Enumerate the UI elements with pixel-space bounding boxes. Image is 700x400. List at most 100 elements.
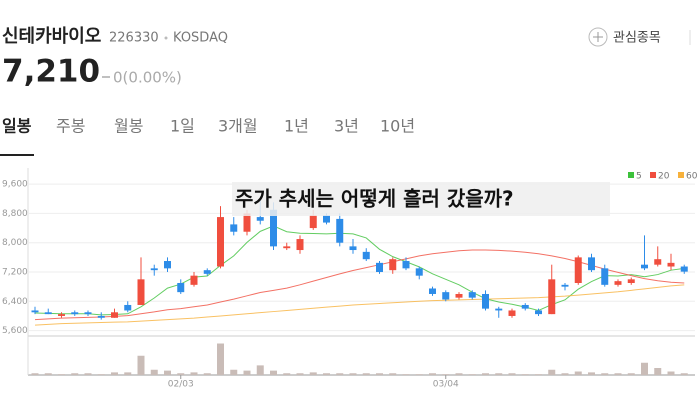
price-change: 0(0.00%) [113, 69, 182, 87]
x-tick-label: 02/03 [168, 380, 194, 390]
candle-body [270, 209, 277, 247]
volume-bar [521, 374, 529, 375]
legend-swatch [650, 172, 656, 178]
volume-bar [415, 374, 423, 375]
volume-bar [256, 365, 264, 375]
watch-icon [588, 27, 608, 47]
candle-body [627, 279, 635, 283]
candle-body [415, 268, 423, 276]
volume-bar [58, 374, 65, 375]
volume-bar [349, 373, 357, 375]
tab[interactable]: 3년 [334, 117, 359, 136]
title-bg [232, 182, 610, 216]
candle-body [362, 251, 370, 260]
volume-bar [389, 373, 397, 375]
volume-bar [495, 373, 503, 375]
candle-body [680, 266, 688, 272]
volume-bar [627, 373, 635, 375]
volume-bar [84, 373, 92, 375]
volume-bar [71, 373, 79, 375]
volume-bar [362, 373, 370, 375]
volume-bar [641, 362, 648, 375]
tab[interactable]: 월봉 [114, 117, 143, 136]
volume-bar [323, 373, 330, 375]
volume-bar [535, 374, 542, 375]
candle-body [641, 264, 648, 269]
y-tick-label: 8,800 [2, 209, 28, 219]
candle-body [137, 279, 145, 305]
candle-body [429, 288, 436, 294]
chart-title: 주가 추세는 어떻게 흘러 갔을까? [235, 187, 514, 211]
legend-label: 20 [658, 172, 670, 182]
ma-line [34, 284, 685, 326]
tab[interactable]: 일봉 [2, 117, 32, 136]
candle-body [574, 257, 582, 283]
candle-body [521, 304, 529, 309]
volume-bar [429, 373, 436, 375]
volume-bar [468, 374, 476, 375]
ma-line [34, 225, 685, 316]
volume-bar [296, 373, 304, 375]
tab[interactable]: 주봉 [56, 117, 85, 136]
stock-code: 226330 [109, 31, 159, 46]
candle-body [508, 310, 516, 316]
candle-body [349, 246, 357, 251]
candle-body [84, 312, 92, 315]
ma-line [34, 249, 685, 321]
candle-body [230, 224, 238, 232]
volume-bar [270, 370, 277, 375]
volume-bar [574, 371, 582, 375]
y-tick-label: 5,600 [2, 326, 28, 336]
volume-bar [190, 372, 198, 375]
volume-bar [97, 374, 105, 375]
legend-label: 60 [686, 172, 698, 182]
y-tick-label: 8,000 [2, 238, 28, 248]
candle-body [402, 261, 410, 269]
tab[interactable]: 10년 [380, 117, 415, 136]
volume-bar [230, 369, 238, 375]
volume-bar [455, 373, 463, 375]
candle-body [256, 217, 264, 221]
volume-bar [588, 372, 595, 375]
candle-body [283, 246, 291, 249]
candle-body [203, 270, 211, 274]
legend-label: 5 [636, 172, 642, 182]
candle-body [535, 310, 542, 315]
volume-bar [44, 373, 52, 375]
candle-body [654, 259, 662, 265]
stock-name: 신테카바이오 [2, 26, 101, 47]
watch-button[interactable]: 관심종목 [588, 27, 661, 47]
y-tick-label: 9,600 [2, 180, 28, 190]
volume-bar [150, 369, 158, 375]
candle-body [376, 262, 383, 273]
candle-body [111, 312, 118, 318]
y-tick-label: 6,400 [2, 297, 28, 307]
candle-body [455, 293, 463, 298]
candle-body [164, 261, 171, 269]
candle-body [389, 259, 397, 271]
price: 7,210 [2, 54, 100, 90]
candle-body [309, 215, 317, 229]
x-tick-label: 03/04 [433, 380, 459, 390]
tab[interactable]: 1일 [170, 117, 195, 136]
candle-body [614, 281, 622, 285]
volume-bar [667, 371, 675, 375]
candle-body [243, 213, 251, 232]
tab[interactable]: 3개월 [218, 117, 258, 136]
candle-body [667, 262, 675, 267]
y-tick-label: 7,200 [2, 268, 28, 278]
volume-bar [482, 373, 489, 375]
candle-body [97, 315, 105, 318]
volume-bar [309, 372, 317, 375]
volume-bar [124, 372, 132, 375]
tab[interactable]: 1년 [284, 117, 309, 136]
volume-bar [376, 373, 383, 375]
candle-body [177, 282, 185, 293]
candle-body [124, 304, 132, 311]
candle-body [482, 293, 489, 309]
legend-swatch [628, 172, 634, 178]
volume-bar [561, 373, 569, 375]
volume-bar [31, 373, 39, 375]
candle-body [601, 268, 609, 285]
